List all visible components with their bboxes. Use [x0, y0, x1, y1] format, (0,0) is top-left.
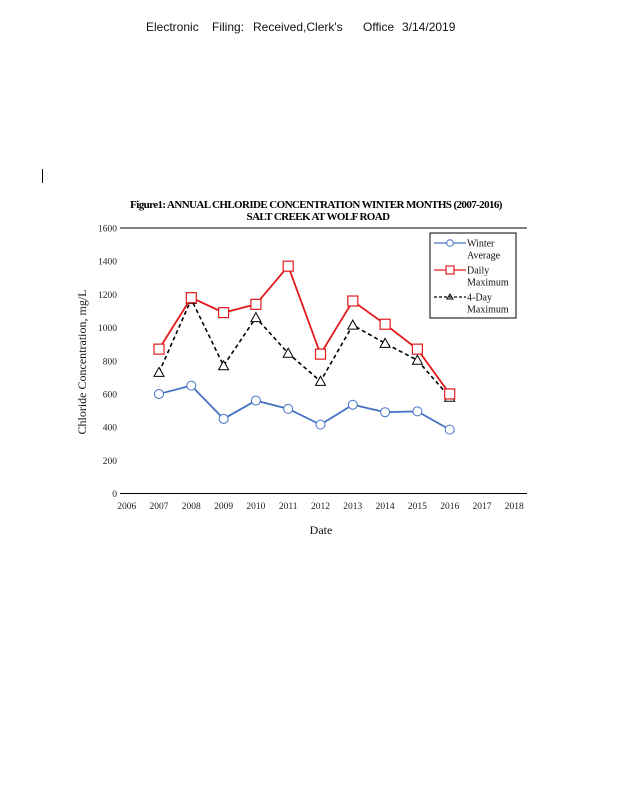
series-daily-maximum [153, 260, 456, 400]
chart-title: Figure1: ANNUAL CHLORIDE CONCENTRATION W… [130, 199, 503, 211]
data-point [444, 388, 456, 400]
x-tick-label: 2013 [343, 502, 362, 512]
x-tick-label: 2011 [279, 502, 298, 512]
x-axis-label: Date [310, 523, 333, 537]
legend-label: Winter [467, 239, 495, 250]
legend-label: 4-Day [467, 293, 492, 304]
axes: 0 200 400 600 800 1000 1200 1400 1600 2006 2007 200… [98, 225, 527, 512]
x-tick-label: 2016 [440, 502, 459, 512]
data-point [153, 366, 165, 377]
header-word: Office [363, 20, 395, 34]
x-tick-label: 2015 [408, 502, 427, 512]
data-point [315, 419, 326, 430]
data-point [444, 424, 455, 435]
legend-label: Average [467, 251, 501, 262]
y-tick-label: 600 [103, 390, 118, 400]
y-tick-label: 0 [112, 490, 117, 500]
y-tick-label: 1600 [98, 225, 117, 235]
x-tick-label: 2018 [505, 502, 524, 512]
data-point [282, 260, 294, 272]
legend-box [429, 232, 517, 319]
data-point [218, 413, 229, 424]
y-tick-label: 1200 [98, 291, 117, 301]
x-tick-label: 2008 [182, 502, 201, 512]
data-point [411, 343, 423, 355]
data-point [250, 395, 261, 406]
y-tick-label: 800 [103, 357, 118, 367]
legend-marker [446, 239, 454, 247]
data-point [347, 399, 358, 410]
legend-marker [445, 265, 455, 275]
x-tick-label: 2009 [214, 502, 233, 512]
y-tick-label: 200 [103, 457, 118, 467]
data-point [153, 343, 165, 355]
legend-label: Daily [467, 266, 489, 277]
y-tick-label: 1400 [98, 258, 117, 268]
y-axis-label: Chloride Concentration, mg/L [75, 290, 89, 435]
data-point [347, 295, 359, 307]
data-point [411, 354, 424, 365]
data-point [380, 407, 391, 418]
data-point [250, 298, 262, 310]
data-point [412, 406, 423, 417]
legend-label: Maximum [467, 278, 509, 289]
data-point [186, 380, 197, 391]
series-layer [153, 260, 456, 435]
x-tick-label: 2017 [473, 502, 492, 512]
legend-marker [446, 293, 454, 300]
series-line [158, 384, 451, 431]
data-point [218, 307, 230, 319]
data-point [379, 318, 391, 330]
data-point [379, 337, 391, 348]
legend-label: Maximum [467, 305, 509, 316]
data-point [217, 359, 230, 371]
data-point [185, 292, 197, 304]
x-tick-label: 2014 [376, 502, 395, 512]
y-tick-label: 400 [103, 424, 118, 434]
series-line [158, 297, 451, 398]
x-tick-label: 2006 [117, 502, 136, 512]
series-line [158, 264, 451, 395]
chart-subtitle: SALT CREEK AT WOLF ROAD [247, 211, 391, 223]
series-winter-average [154, 380, 455, 435]
data-point [314, 348, 327, 360]
text-cursor [42, 169, 43, 183]
x-tick-label: 2012 [311, 502, 330, 512]
data-point [154, 388, 164, 399]
data-point [346, 319, 359, 330]
data-point [250, 311, 262, 323]
data-point [314, 375, 327, 386]
header-word: Electronic [146, 20, 199, 34]
data-point [283, 403, 294, 414]
data-point [282, 347, 295, 358]
header-word: Received,Clerk's [253, 20, 343, 34]
x-tick-label: 2007 [150, 502, 169, 512]
header-word: 3/14/2019 [402, 20, 456, 34]
header-word: Filing: [212, 20, 245, 34]
y-tick-label: 1000 [98, 324, 117, 334]
x-tick-label: 2010 [246, 502, 265, 512]
